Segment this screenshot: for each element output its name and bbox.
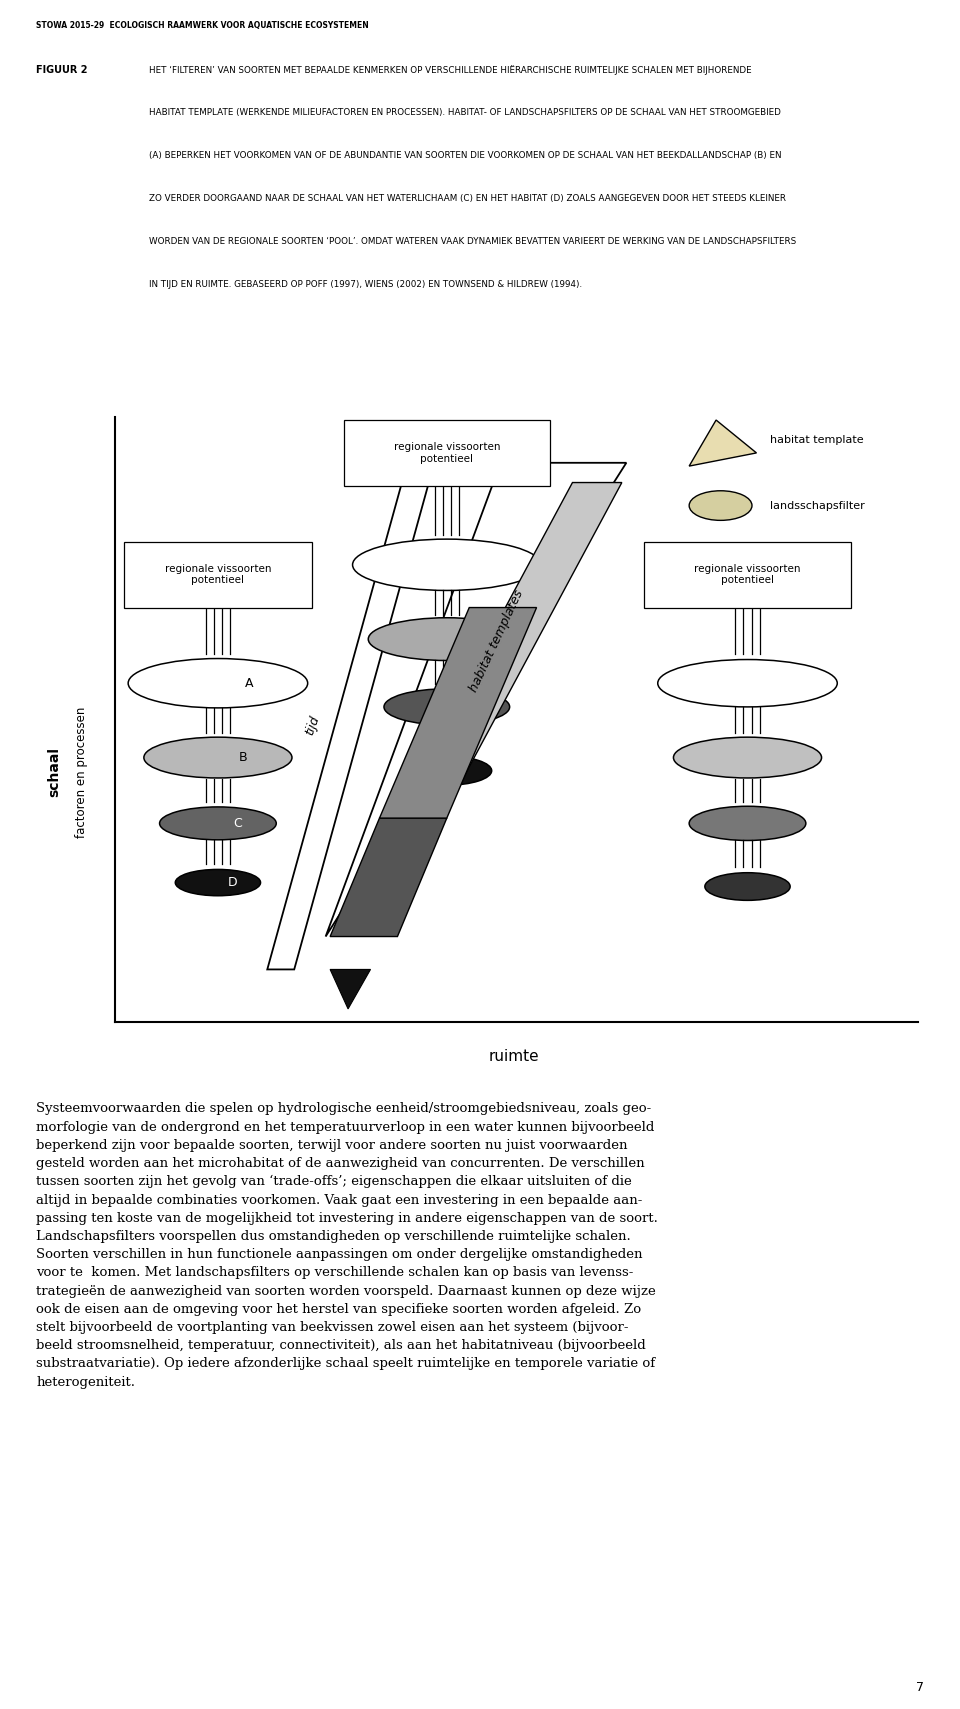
Text: FIGUUR 2: FIGUUR 2: [36, 65, 88, 75]
Ellipse shape: [369, 617, 525, 660]
Polygon shape: [325, 463, 626, 937]
Polygon shape: [267, 482, 429, 969]
Text: A: A: [245, 677, 253, 690]
Polygon shape: [379, 608, 537, 819]
Text: regionale vissoorten
potentieel: regionale vissoorten potentieel: [165, 564, 271, 586]
Text: schaal: schaal: [48, 747, 61, 796]
Text: tijd: tijd: [302, 714, 322, 738]
Ellipse shape: [705, 873, 790, 901]
Ellipse shape: [384, 689, 510, 725]
Polygon shape: [330, 969, 371, 1008]
Text: (A) BEPERKEN HET VOORKOMEN VAN OF DE ABUNDANTIE VAN SOORTEN DIE VOORKOMEN OP DE : (A) BEPERKEN HET VOORKOMEN VAN OF DE ABU…: [149, 150, 781, 159]
Ellipse shape: [658, 660, 837, 708]
Text: regionale vissoorten
potentieel: regionale vissoorten potentieel: [394, 443, 500, 463]
Text: B: B: [239, 750, 248, 764]
Text: ruimte: ruimte: [489, 1049, 540, 1063]
Ellipse shape: [144, 737, 292, 778]
Text: landsschapsfilter: landsschapsfilter: [770, 501, 865, 511]
Text: habitat template: habitat template: [770, 434, 864, 444]
Text: HET ‘FILTEREN’ VAN SOORTEN MET BEPAALDE KENMERKEN OP VERSCHILLENDE HIËRARCHISCHE: HET ‘FILTEREN’ VAN SOORTEN MET BEPAALDE …: [149, 65, 752, 75]
Ellipse shape: [352, 538, 541, 590]
Text: factoren en processen: factoren en processen: [75, 706, 88, 837]
Text: Systeemvoorwaarden die spelen op hydrologische eenheid/stroomgebiedsniveau, zoal: Systeemvoorwaarden die spelen op hydrolo…: [36, 1102, 659, 1389]
Text: WORDEN VAN DE REGIONALE SOORTEN ‘POOL’. OMDAT WATEREN VAAK DYNAMIEK BEVATTEN VAR: WORDEN VAN DE REGIONALE SOORTEN ‘POOL’. …: [149, 236, 796, 246]
Text: regionale vissoorten
potentieel: regionale vissoorten potentieel: [694, 564, 801, 586]
FancyBboxPatch shape: [124, 542, 312, 608]
Ellipse shape: [159, 807, 276, 839]
Text: ZO VERDER DOORGAAND NAAR DE SCHAAL VAN HET WATERLICHAAM (C) EN HET HABITAT (D) Z: ZO VERDER DOORGAAND NAAR DE SCHAAL VAN H…: [149, 193, 786, 203]
Polygon shape: [689, 420, 756, 467]
Text: IN TIJD EN RUIMTE. GEBASEERD OP POFF (1997), WIENS (2002) EN TOWNSEND & HILDREW : IN TIJD EN RUIMTE. GEBASEERD OP POFF (19…: [149, 280, 582, 289]
Ellipse shape: [402, 757, 492, 784]
Ellipse shape: [689, 807, 805, 841]
Ellipse shape: [129, 658, 308, 708]
Text: D: D: [228, 877, 237, 889]
FancyBboxPatch shape: [344, 420, 550, 485]
Ellipse shape: [689, 490, 752, 520]
Polygon shape: [330, 819, 446, 937]
Ellipse shape: [176, 870, 260, 896]
Text: STOWA 2015-29  ECOLOGISCH RAAMWERK VOOR AQUATISCHE ECOSYSTEMEN: STOWA 2015-29 ECOLOGISCH RAAMWERK VOOR A…: [36, 21, 370, 31]
Text: HABITAT TEMPLATE (WERKENDE MILIEUFACTOREN EN PROCESSEN). HABITAT- OF LANDSCHAPSF: HABITAT TEMPLATE (WERKENDE MILIEUFACTORE…: [149, 108, 780, 116]
Ellipse shape: [674, 737, 822, 778]
Text: habitat templates: habitat templates: [467, 588, 525, 694]
FancyBboxPatch shape: [644, 542, 851, 608]
Text: C: C: [233, 817, 242, 831]
Polygon shape: [406, 482, 622, 791]
Text: 7: 7: [916, 1680, 924, 1694]
